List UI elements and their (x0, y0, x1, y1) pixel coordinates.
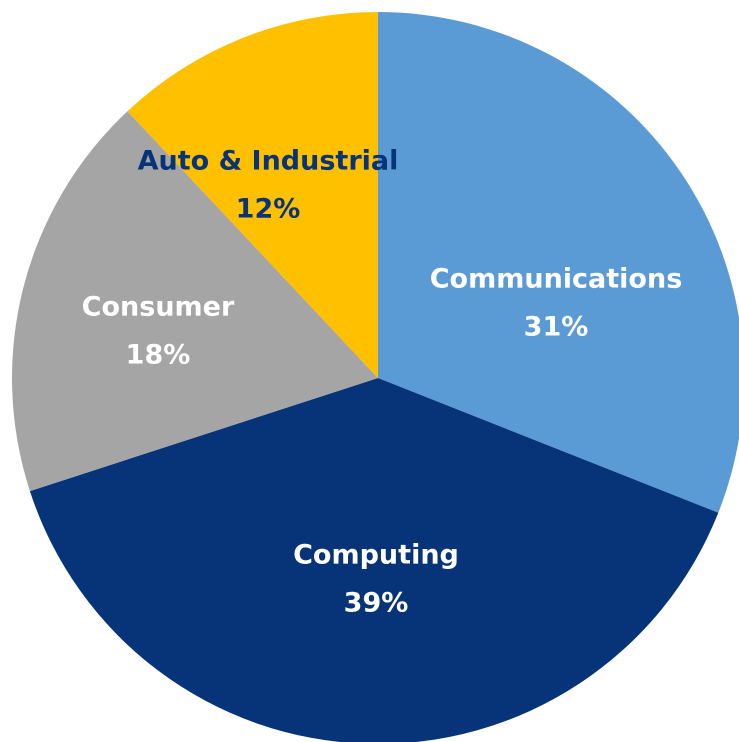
pie-slice-auto-and-industrial (127, 12, 379, 378)
slice-category-label-communications: Communications (430, 264, 683, 295)
slice-value-label-computing: 39% (344, 588, 409, 619)
slice-category-label-consumer: Consumer (82, 292, 235, 323)
slice-value-label-communications: 31% (524, 312, 589, 343)
slice-value-label-consumer: 18% (126, 340, 191, 371)
pie-labels: Communications 31% Computing 39% Consumer 18%… (82, 146, 683, 619)
slice-category-label-auto-and-industrial: Auto & Industrial (138, 146, 399, 177)
slice-value-label-auto-and-industrial: 12% (236, 194, 301, 225)
pie-slice-computing (29, 378, 719, 742)
pie-slice-consumer (11, 111, 378, 492)
slice-category-label-computing: Computing (293, 540, 459, 571)
pie-slice-communications (378, 12, 739, 513)
pie-slices (11, 12, 739, 742)
